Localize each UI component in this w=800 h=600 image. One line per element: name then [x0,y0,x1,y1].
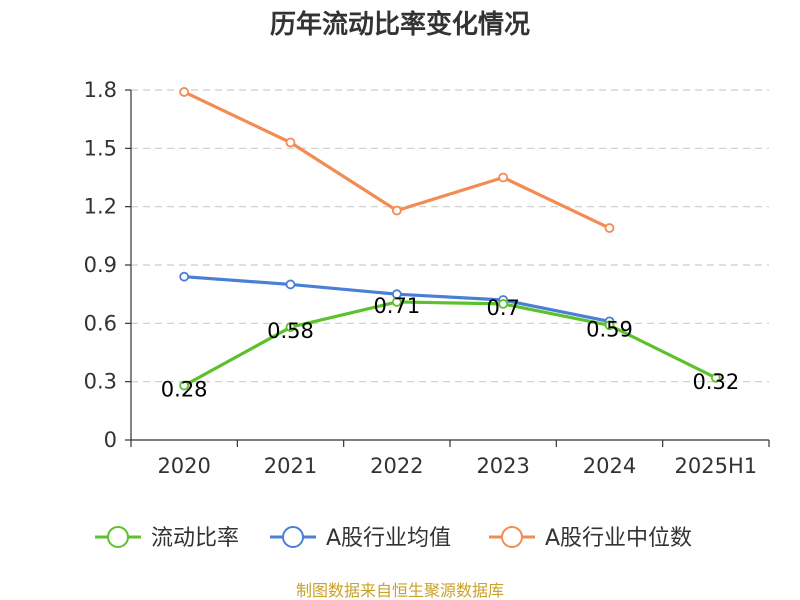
data-point [285,322,296,333]
series-line [182,300,718,388]
data-point [179,271,190,282]
legend-label: A股行业均值 [326,526,451,551]
legend-marker [501,526,523,548]
y-tick-label: 1.2 [84,195,117,219]
y-tick-label: 0.6 [84,311,117,335]
x-tick-label: 2022 [370,454,423,478]
data-label: 0.71 [373,294,420,318]
x-tick-label: 2021 [264,454,317,478]
data-label: 0.58 [267,319,314,343]
x-tick-label: 2023 [476,454,529,478]
data-point [285,137,296,148]
data-point [391,297,402,307]
data-point [604,223,615,233]
data-point [285,279,296,290]
data-point [179,380,190,391]
legend-label: 流动比率 [151,526,239,551]
x-tick-label: 2020 [157,454,210,478]
y-tick-label: 1.8 [84,78,117,102]
data-point [498,298,509,309]
data-point [498,172,509,183]
y-tick-label: 0 [104,428,117,452]
data-point [710,372,721,383]
legend-item[interactable]: 流动比率 [95,526,239,551]
y-tick-label: 0.9 [84,253,117,277]
data-point [391,205,402,216]
legend-marker [282,526,304,548]
data-point [179,87,190,97]
y-axis: 0 0.3 0.6 0.9 1.2 1.5 1.8 [84,78,132,452]
x-tick-label: 2024 [583,454,636,478]
data-label: 0.32 [692,370,739,394]
series-layer [179,87,721,391]
legend-label: A股行业中位数 [545,526,692,551]
data-labels: 0.28 0.58 0.71 0.7 0.59 0.32 [161,294,739,402]
data-label: 0.28 [161,378,208,402]
legend-item[interactable]: A股行业均值 [270,526,451,551]
legend-marker [107,526,129,548]
chart-title: 历年流动比率变化情况 [270,9,530,40]
source-note: 制图数据来自恒生聚源数据库 [296,581,504,600]
data-label: 0.59 [586,317,633,341]
x-tick-label: 2025H1 [675,454,758,478]
x-axis: 2020 2021 2022 2023 2024 2025H1 [130,439,770,478]
legend-item[interactable]: A股行业中位数 [489,526,692,551]
y-tick-label: 0.3 [84,370,117,394]
y-tick-label: 1.5 [84,136,117,160]
data-point [604,320,615,331]
legend[interactable]: 流动比率 A股行业均值 A股行业中位数 [95,526,692,551]
grid-lines [131,89,769,383]
data-label: 0.7 [486,296,519,320]
